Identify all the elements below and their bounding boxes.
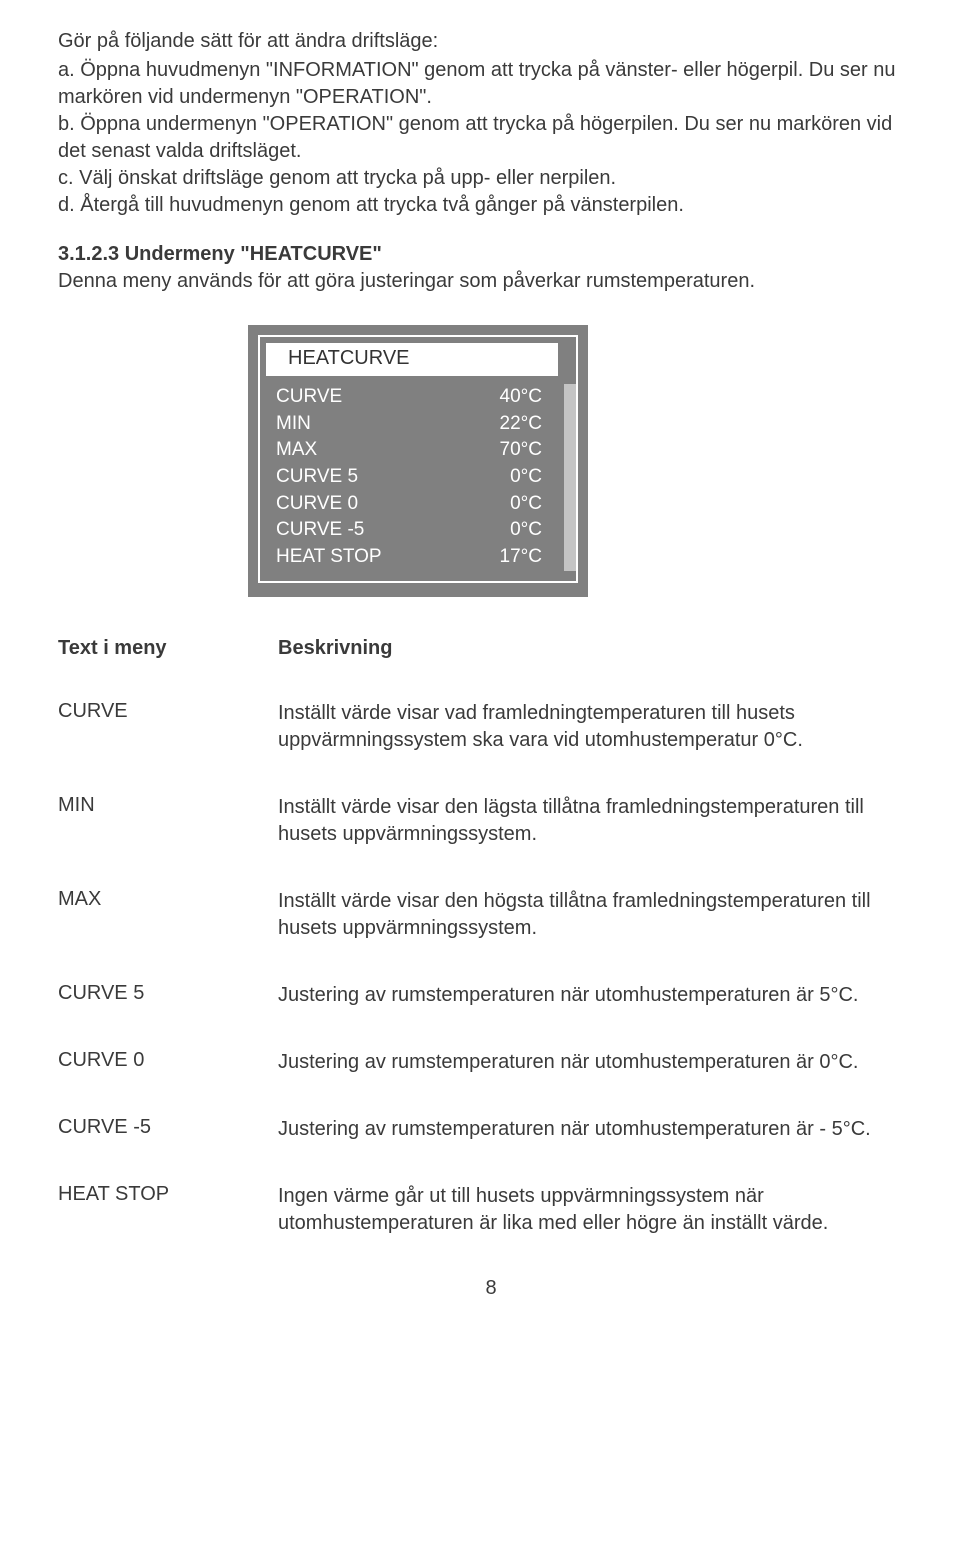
intro-text: Gör på följande sätt för att ändra drift… bbox=[58, 28, 924, 55]
step-d: d. Återgå till huvudmenyn genom att tryc… bbox=[58, 192, 924, 219]
definition-term: CURVE 0 bbox=[58, 1049, 278, 1076]
definition-desc: Justering av rumstemperaturen när utomhu… bbox=[278, 1116, 924, 1143]
panel-row-value: 0°C bbox=[510, 465, 542, 490]
panel-row-label: MIN bbox=[276, 412, 311, 437]
panel-row-label: CURVE bbox=[276, 385, 342, 410]
panel-row: HEAT STOP 17°C bbox=[260, 544, 564, 571]
definition-term: HEAT STOP bbox=[58, 1183, 278, 1237]
definition-term: CURVE -5 bbox=[58, 1116, 278, 1143]
step-b: b. Öppna undermenyn "OPERATION" genom at… bbox=[58, 111, 924, 165]
definition-row: CURVE -5 Justering av rumstemperaturen n… bbox=[58, 1116, 924, 1143]
definition-term: CURVE 5 bbox=[58, 982, 278, 1009]
definition-row: MAX Inställt värde visar den högsta till… bbox=[58, 888, 924, 942]
panel-row: CURVE -5 0°C bbox=[260, 517, 564, 544]
panel-row-label: CURVE -5 bbox=[276, 518, 364, 543]
panel-row-value: 40°C bbox=[500, 385, 542, 410]
step-a: a. Öppna huvudmenyn "INFORMATION" genom … bbox=[58, 57, 924, 111]
panel-row: CURVE 0 0°C bbox=[260, 491, 564, 518]
step-c: c. Välj önskat driftsläge genom att tryc… bbox=[58, 165, 924, 192]
panel-row-value: 0°C bbox=[510, 492, 542, 517]
definition-desc: Inställt värde visar den högsta tillåtna… bbox=[278, 888, 924, 942]
panel-row: MIN 22°C bbox=[260, 411, 564, 438]
panel-row: CURVE 40°C bbox=[260, 384, 564, 411]
heatcurve-panel: HEATCURVE CURVE 40°C MIN 22°C MAX 70°C CURV… bbox=[248, 325, 588, 597]
definition-term: MIN bbox=[58, 794, 278, 848]
column-term-header: Text i meny bbox=[58, 637, 278, 660]
definition-desc: Inställt värde visar den lägsta tillåtna… bbox=[278, 794, 924, 848]
definition-desc: Justering av rumstemperaturen när utomhu… bbox=[278, 982, 924, 1009]
panel-row-label: HEAT STOP bbox=[276, 545, 382, 570]
page-number: 8 bbox=[58, 1277, 924, 1300]
column-desc-header: Beskrivning bbox=[278, 637, 392, 660]
definition-term: MAX bbox=[58, 888, 278, 942]
panel-row-value: 70°C bbox=[500, 438, 542, 463]
definition-row: CURVE Inställt värde visar vad framledni… bbox=[58, 700, 924, 754]
panel-row-label: CURVE 5 bbox=[276, 465, 358, 490]
panel-row-value: 0°C bbox=[510, 518, 542, 543]
panel-row-value: 17°C bbox=[500, 545, 542, 570]
panel-row-value: 22°C bbox=[500, 412, 542, 437]
panel-title: HEATCURVE bbox=[266, 343, 558, 376]
definition-desc: Inställt värde visar vad framledningtemp… bbox=[278, 700, 924, 754]
definition-row: CURVE 0 Justering av rumstemperaturen nä… bbox=[58, 1049, 924, 1076]
panel-row-label: CURVE 0 bbox=[276, 492, 358, 517]
section-heading: 3.1.2.3 Undermeny "HEATCURVE" bbox=[58, 243, 382, 265]
panel-row: MAX 70°C bbox=[260, 437, 564, 464]
definition-desc: Justering av rumstemperaturen när utomhu… bbox=[278, 1049, 924, 1076]
definition-row: CURVE 5 Justering av rumstemperaturen nä… bbox=[58, 982, 924, 1009]
section-body: Denna meny används för att göra justerin… bbox=[58, 268, 924, 295]
panel-rows: CURVE 40°C MIN 22°C MAX 70°C CURVE 5 0°C CUR… bbox=[260, 384, 564, 571]
steps-list: a. Öppna huvudmenyn "INFORMATION" genom … bbox=[58, 57, 924, 219]
panel-row-label: MAX bbox=[276, 438, 317, 463]
definition-desc: Ingen värme går ut till husets uppvärmni… bbox=[278, 1183, 924, 1237]
definition-row: MIN Inställt värde visar den lägsta till… bbox=[58, 794, 924, 848]
definition-row: HEAT STOP Ingen värme går ut till husets… bbox=[58, 1183, 924, 1237]
panel-row: CURVE 5 0°C bbox=[260, 464, 564, 491]
definition-term: CURVE bbox=[58, 700, 278, 754]
panel-scrollbar bbox=[564, 384, 576, 571]
columns-header: Text i meny Beskrivning bbox=[58, 637, 924, 660]
